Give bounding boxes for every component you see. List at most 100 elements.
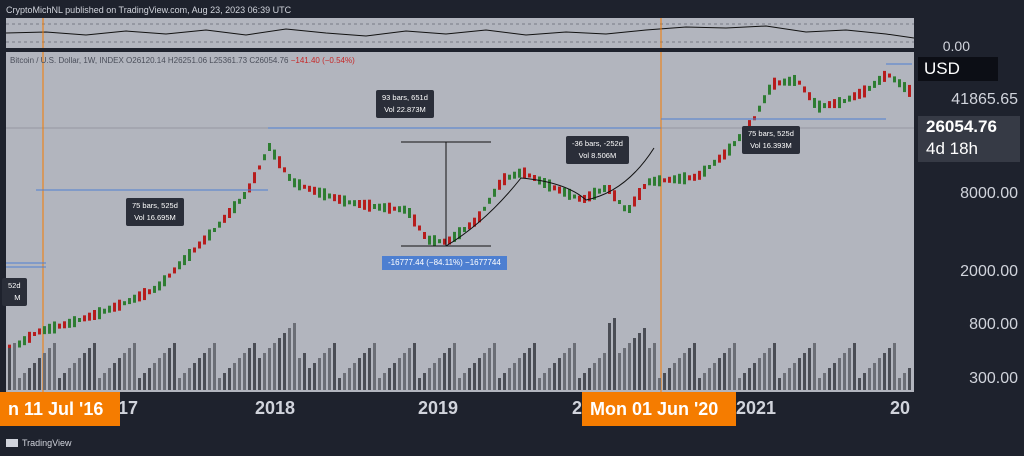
- candle: [758, 105, 761, 112]
- candle: [73, 316, 76, 328]
- ohlc-legend: Bitcoin / U.S. Dollar, 1W, INDEX O26120.…: [10, 56, 355, 65]
- volume-bar: [808, 348, 811, 390]
- volume-bar: [363, 353, 366, 390]
- drawdown-label: -16777.44 (−84.11%) −1677744: [382, 256, 507, 270]
- currency-label[interactable]: USD: [918, 57, 998, 81]
- candle: [468, 222, 471, 230]
- candle: [863, 85, 866, 98]
- volume-bar: [28, 368, 31, 390]
- candle: [528, 173, 531, 178]
- candle: [838, 97, 841, 109]
- volume-bar: [88, 348, 91, 390]
- volume-bar: [753, 363, 756, 390]
- volume-bar: [213, 343, 216, 390]
- volume-bar: [458, 378, 461, 390]
- volume-bar: [68, 368, 71, 390]
- volume-bar: [373, 343, 376, 390]
- candle: [198, 241, 201, 249]
- volume-bar: [513, 363, 516, 390]
- tick-800: 800.00: [969, 316, 1018, 333]
- candle: [243, 192, 246, 199]
- candle: [883, 70, 886, 82]
- candle: [503, 173, 506, 186]
- candle: [723, 149, 726, 160]
- volume-bar: [568, 348, 571, 390]
- volume-bar: [583, 373, 586, 390]
- candle: [278, 156, 281, 169]
- volume-bar: [328, 348, 331, 390]
- annotation-36-bars: -36 bars, -252d Vol 8.506M: [566, 136, 629, 164]
- volume-bar: [653, 343, 656, 390]
- candle: [408, 208, 411, 218]
- volume-bar: [628, 343, 631, 390]
- candle: [98, 307, 101, 320]
- candle: [488, 197, 491, 204]
- candle: [653, 176, 656, 186]
- candle: [238, 198, 241, 204]
- volume-bar: [223, 373, 226, 390]
- candle: [663, 178, 666, 183]
- volume-bar: [408, 348, 411, 390]
- volume-bar: [778, 378, 781, 390]
- volume-bar: [253, 343, 256, 390]
- tick-300: 300.00: [969, 370, 1018, 387]
- volume-bar: [358, 358, 361, 390]
- candle: [273, 149, 276, 160]
- volume-bar: [793, 363, 796, 390]
- volume-bar: [203, 353, 206, 390]
- volume-bar: [853, 343, 856, 390]
- volume-bar: [578, 378, 581, 390]
- volume-bar: [178, 378, 181, 390]
- volume-bar: [98, 378, 101, 390]
- volume-bar: [13, 343, 16, 390]
- footer-brand: TradingView: [0, 430, 1024, 456]
- candle: [413, 214, 416, 227]
- candle: [673, 175, 676, 184]
- candle: [93, 310, 96, 320]
- volume-bar: [83, 353, 86, 390]
- volume-bar: [238, 358, 241, 390]
- candle: [638, 188, 641, 200]
- candle: [203, 235, 206, 245]
- price-chart-pane[interactable]: Bitcoin / U.S. Dollar, 1W, INDEX O26120.…: [2, 52, 914, 392]
- volume-bar: [858, 378, 861, 390]
- candle: [428, 235, 431, 245]
- annotation-93-bars: 93 bars, 651d Vol 22.873M: [376, 90, 434, 118]
- volume-bar: [348, 368, 351, 390]
- time-label-2022: 20: [890, 398, 911, 418]
- volume-bar: [668, 368, 671, 390]
- candle: [23, 336, 26, 346]
- candle: [878, 75, 881, 85]
- candle: [518, 168, 521, 178]
- candle: [323, 188, 326, 201]
- volume-bar: [663, 373, 666, 390]
- volume-bar: [683, 353, 686, 390]
- volume-bar: [708, 368, 711, 390]
- volume-bar: [53, 343, 56, 390]
- candle: [828, 101, 831, 109]
- volume-bar: [263, 353, 266, 390]
- candle: [483, 206, 486, 211]
- candle: [108, 305, 111, 313]
- volume-bar: [648, 348, 651, 390]
- volume-bar: [643, 328, 646, 390]
- volume-bar: [438, 358, 441, 390]
- volume-bar: [233, 363, 236, 390]
- time-label-2021: 2021: [736, 398, 777, 418]
- candle: [508, 174, 511, 180]
- candle: [28, 331, 31, 343]
- volume-bar: [403, 353, 406, 390]
- candle: [688, 175, 691, 181]
- candle: [293, 178, 296, 188]
- candle: [898, 79, 901, 88]
- volume-bar: [773, 343, 776, 390]
- time-axis[interactable]: 17 2018 2019 20 2021 20: [6, 392, 914, 426]
- candle: [733, 141, 736, 147]
- candle: [288, 173, 291, 181]
- volume-bar: [413, 343, 416, 390]
- candle: [763, 95, 766, 104]
- candle: [698, 170, 701, 180]
- volume-bar: [893, 343, 896, 390]
- volume-bar: [548, 368, 551, 390]
- volume-bar: [538, 378, 541, 390]
